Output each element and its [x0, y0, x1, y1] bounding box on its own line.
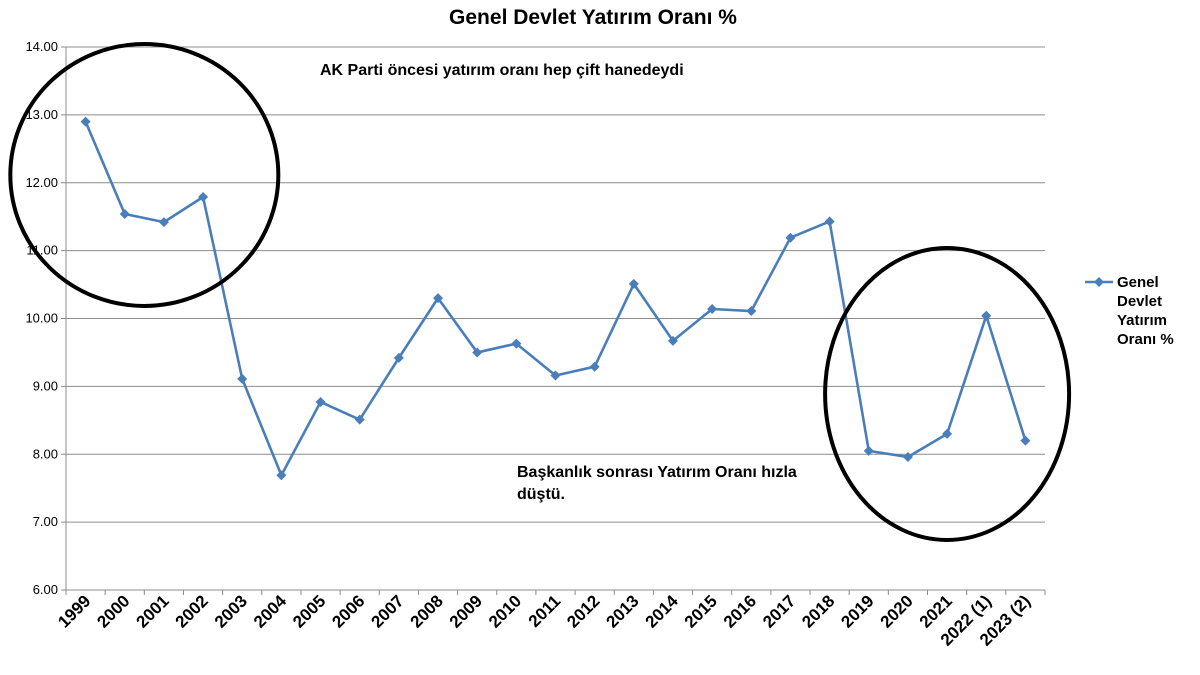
x-tick-label: 2018 — [798, 591, 838, 631]
y-tick-label: 12.00 — [25, 175, 58, 190]
y-tick-label: 7.00 — [33, 514, 58, 529]
y-tick-label: 14.00 — [25, 39, 58, 54]
data-point-2000 — [119, 208, 130, 219]
y-tick-label: 13.00 — [25, 107, 58, 122]
data-point-2021 — [942, 428, 953, 439]
annotation-post-presidency-line: Başkanlık sonrası Yatırım Oranı hızla — [517, 464, 797, 481]
annotation-pre-ak-parti: AK Parti öncesi yatırım oranı hep çift h… — [320, 62, 684, 79]
data-point-2002 — [198, 192, 209, 203]
legend: Genel Devlet Yatırım Oranı % — [1085, 274, 1174, 348]
data-point-2005 — [315, 396, 326, 407]
x-axis-ticks: 1999200020012002200320042005200620072008… — [54, 590, 1046, 650]
x-tick-label: 2012 — [563, 591, 603, 631]
x-tick-label: 2004 — [250, 591, 291, 632]
x-tick-label: 1999 — [54, 591, 94, 631]
legend-label: Devlet — [1117, 293, 1162, 310]
data-point-2006 — [354, 414, 365, 425]
data-point-2011 — [550, 370, 561, 381]
legend-marker — [1094, 277, 1104, 287]
data-point-2001 — [158, 217, 169, 228]
data-point-2014 — [667, 335, 678, 346]
x-tick-label: 2005 — [289, 591, 329, 631]
highlight-circle-early-years — [8, 42, 281, 308]
data-point-2003 — [237, 373, 248, 384]
x-tick-label: 2016 — [720, 591, 760, 631]
annotation-post-presidency: Başkanlık sonrası Yatırım Oranı hızla düş… — [517, 464, 797, 503]
y-tick-label: 6.00 — [33, 582, 58, 597]
annotation-pre-ak-parti-line: AK Parti öncesi yatırım oranı hep çift h… — [320, 62, 684, 79]
legend-label: Oranı % — [1117, 331, 1174, 348]
x-tick-label: 2011 — [525, 591, 565, 631]
data-point-2010 — [511, 338, 522, 349]
data-point-2019 — [863, 445, 874, 456]
series-layer — [80, 116, 1031, 481]
data-point-2016 — [746, 306, 757, 317]
x-tick-label: 2013 — [602, 591, 642, 631]
x-tick-label: 2019 — [837, 591, 877, 631]
x-tick-label: 2002 — [172, 591, 212, 631]
x-tick-label: 2017 — [759, 591, 799, 631]
x-tick-label: 2001 — [133, 591, 173, 631]
data-point-1999 — [80, 116, 91, 127]
legend-label: Yatırım — [1117, 312, 1167, 329]
highlight-circles — [8, 42, 1072, 542]
data-point-2020 — [902, 451, 913, 462]
data-point-2009 — [472, 347, 483, 358]
x-tick-label: 2003 — [211, 591, 251, 631]
x-tick-label: 2014 — [642, 591, 683, 632]
y-tick-label: 8.00 — [33, 446, 58, 461]
annotations: AK Parti öncesi yatırım oranı hep çift h… — [320, 62, 797, 503]
data-point-2004 — [276, 470, 287, 481]
x-tick-label: 2000 — [93, 591, 133, 631]
legend-label: Genel — [1117, 274, 1159, 291]
highlight-circle-recent-years — [823, 246, 1072, 542]
y-axis-ticks: 6.007.008.009.0010.0011.0012.0013.0014.0… — [25, 39, 66, 597]
data-point-2007 — [393, 352, 404, 363]
chart-title: Genel Devlet Yatırım Oranı % — [449, 6, 737, 29]
x-tick-label: 2020 — [877, 591, 917, 631]
data-point-2022-1 — [981, 310, 992, 321]
data-point-2018 — [824, 216, 835, 227]
x-tick-label: 2009 — [446, 591, 486, 631]
x-tick-label: 2007 — [368, 591, 408, 631]
series-line — [84, 121, 1027, 477]
x-tick-label: 2006 — [328, 591, 368, 631]
data-point-2023-2 — [1020, 435, 1031, 446]
x-tick-label: 2008 — [407, 591, 447, 631]
x-tick-label: 2010 — [485, 591, 525, 631]
y-tick-label: 9.00 — [33, 378, 58, 393]
data-point-2015 — [707, 303, 718, 314]
data-point-2012 — [589, 361, 600, 372]
data-point-2017 — [785, 232, 796, 243]
annotation-post-presidency-line: düştü. — [517, 486, 565, 503]
data-point-2008 — [433, 293, 444, 304]
gridlines — [66, 46, 1045, 523]
y-tick-label: 10.00 — [25, 311, 58, 326]
x-tick-label: 2015 — [681, 591, 721, 631]
data-point-2013 — [628, 278, 639, 289]
